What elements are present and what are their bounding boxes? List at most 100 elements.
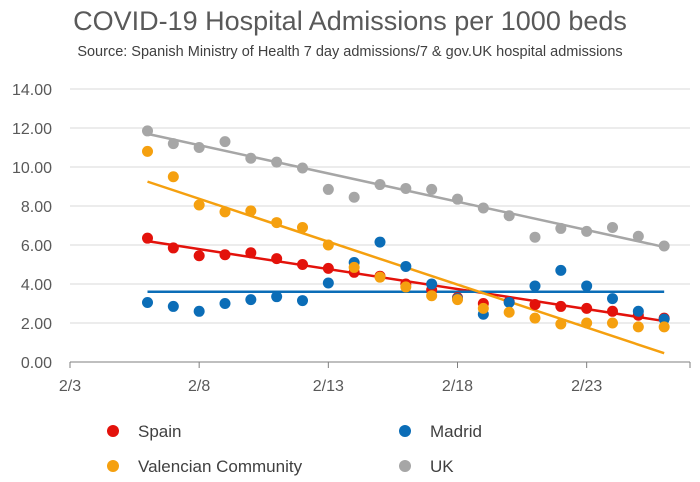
y-tick-label: 14.00 [12, 82, 52, 99]
point-spain [142, 232, 153, 244]
data-points [142, 125, 670, 333]
point-uk [193, 142, 205, 153]
point-uk [529, 231, 541, 243]
point-valencian-community [219, 206, 231, 218]
gridlines [70, 88, 690, 324]
point-uk [555, 222, 567, 234]
point-madrid [632, 305, 644, 317]
chart-title: COVID-19 Hospital Admissions per 1000 be… [73, 6, 627, 36]
point-valencian-community [400, 281, 412, 293]
point-madrid [503, 297, 515, 309]
point-spain [271, 253, 283, 265]
point-madrid [607, 293, 618, 305]
point-spain [607, 305, 618, 317]
point-uk [607, 221, 618, 233]
point-madrid [219, 298, 231, 309]
axes: 0.00 2.00 4.00 6.00 8.00 10.00 12.00 14.00 2/3 2/… [12, 82, 691, 395]
point-madrid [426, 278, 438, 290]
point-valencian-community [503, 306, 515, 318]
y-tick-label: 4.00 [21, 277, 52, 294]
point-valencian-community [581, 317, 593, 329]
x-tick-label: 2/23 [571, 378, 602, 395]
point-madrid [245, 294, 257, 306]
point-valencian-community [167, 171, 179, 183]
point-spain [297, 259, 308, 270]
chart-subtitle: Source: Spanish Ministry of Health 7 day… [77, 44, 623, 60]
point-uk [658, 240, 670, 252]
x-tick-label: 2/3 [59, 378, 81, 395]
point-valencian-community [297, 221, 308, 233]
point-madrid [400, 260, 412, 272]
legend-label-uk: UK [430, 457, 454, 476]
point-valencian-community [477, 302, 489, 314]
x-tick-label: 2/18 [442, 378, 473, 395]
point-madrid [555, 264, 567, 276]
y-tick-label: 12.00 [12, 121, 52, 138]
point-valencian-community [426, 290, 438, 302]
point-valencian-community [348, 261, 360, 273]
y-tick-label: 2.00 [21, 316, 52, 333]
point-valencian-community [374, 271, 386, 283]
point-valencian-community [658, 321, 670, 333]
point-valencian-community [555, 318, 567, 330]
point-uk [271, 156, 283, 168]
point-valencian-community [322, 239, 334, 251]
point-spain [245, 247, 257, 259]
point-uk [503, 210, 515, 222]
x-tick-label: 2/13 [313, 378, 344, 395]
point-madrid [142, 297, 153, 309]
point-madrid [193, 305, 205, 317]
point-madrid [167, 300, 179, 312]
point-uk [219, 136, 231, 148]
y-tick-label: 0.00 [21, 355, 52, 372]
point-spain [219, 249, 231, 261]
point-uk [348, 191, 360, 203]
point-uk [297, 162, 308, 174]
point-uk [477, 202, 489, 214]
point-madrid [271, 291, 283, 303]
point-uk [374, 179, 386, 191]
point-valencian-community [607, 317, 618, 329]
legend-label-spain: Spain [138, 422, 181, 441]
point-uk [581, 225, 593, 237]
x-tick-label: 2/8 [188, 378, 210, 395]
legend: Spain Madrid Valencian Community UK [107, 422, 482, 476]
point-valencian-community [142, 145, 153, 157]
legend-label-madrid: Madrid [430, 422, 482, 441]
point-uk [142, 125, 153, 137]
legend-label-valencian-community: Valencian Community [138, 457, 303, 476]
point-uk [632, 230, 644, 242]
point-uk [426, 183, 438, 195]
point-valencian-community [452, 294, 463, 306]
point-spain [581, 302, 593, 314]
y-tick-label: 6.00 [21, 238, 52, 255]
point-spain [555, 300, 567, 312]
point-madrid [322, 277, 334, 289]
y-tick-label: 10.00 [12, 160, 52, 177]
point-uk [322, 183, 334, 195]
y-tick-label: 8.00 [21, 199, 52, 216]
point-spain [193, 250, 205, 262]
point-madrid [658, 313, 670, 325]
point-valencian-community [245, 205, 257, 217]
legend-marker-uk [399, 460, 411, 472]
point-valencian-community [632, 321, 644, 333]
point-uk [167, 138, 179, 150]
point-valencian-community [529, 312, 541, 324]
point-uk [452, 193, 463, 205]
point-madrid [297, 295, 308, 307]
point-spain [529, 298, 541, 310]
legend-marker-spain [107, 425, 119, 437]
point-spain [167, 242, 179, 254]
point-madrid [374, 236, 386, 248]
point-valencian-community [271, 217, 283, 229]
point-spain [322, 262, 334, 274]
point-madrid [529, 280, 541, 292]
point-uk [245, 152, 257, 164]
legend-marker-madrid [399, 425, 411, 437]
point-madrid [581, 280, 593, 292]
point-valencian-community [193, 199, 205, 211]
point-uk [400, 182, 412, 194]
legend-marker-valencian-community [107, 460, 119, 472]
